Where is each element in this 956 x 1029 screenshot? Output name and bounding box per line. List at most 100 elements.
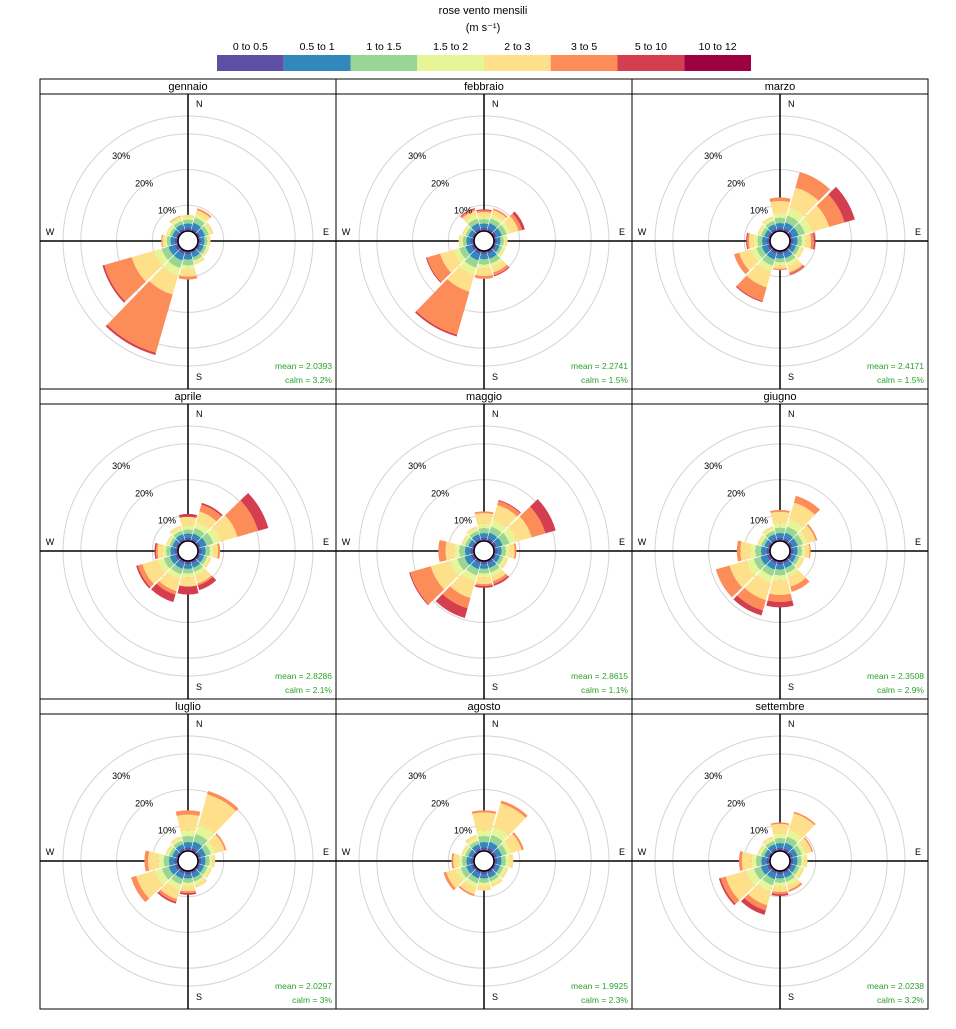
rose-segment <box>180 890 196 894</box>
rose-segment <box>775 843 785 849</box>
rose-segment <box>766 863 773 871</box>
rose-segment <box>465 227 473 237</box>
rose-segment <box>762 836 774 845</box>
rose-segment <box>796 842 806 855</box>
rose-segment <box>471 542 477 549</box>
rose-segment <box>102 265 126 303</box>
rose-segment <box>449 558 464 576</box>
rose-segment <box>497 532 510 546</box>
rose-segment <box>773 264 787 269</box>
rose-segment <box>194 566 206 576</box>
calm-circle <box>473 850 495 872</box>
rose-segment <box>194 878 208 888</box>
rose-segment <box>179 892 197 895</box>
rose-segment <box>750 543 757 559</box>
panel-title: agosto <box>467 701 500 713</box>
rose-segment <box>782 537 790 544</box>
rose-segment <box>207 527 221 544</box>
rose-segment <box>169 554 179 565</box>
rose-segment <box>770 848 778 854</box>
rose-segment <box>179 513 197 518</box>
rose-segment <box>158 853 165 869</box>
rose-segment <box>179 516 197 527</box>
panel-title: aprile <box>175 391 202 403</box>
rose-segment <box>208 855 213 867</box>
rose-segment <box>487 250 497 259</box>
rose-segment <box>170 836 182 845</box>
rose-segment <box>169 227 177 237</box>
compass-west: W <box>342 537 351 547</box>
rose-segment <box>796 867 805 879</box>
rose-segment <box>748 233 755 249</box>
rose-segment <box>767 232 773 239</box>
rose-segment <box>163 544 167 558</box>
calm-label: calm = 2.1% <box>285 685 332 695</box>
rose-segment <box>812 232 816 250</box>
legend-swatch <box>550 55 618 71</box>
rose-segment <box>801 234 806 248</box>
rose-segment <box>468 849 475 858</box>
rose-segment <box>787 863 793 870</box>
rose-segment <box>767 224 777 232</box>
rose-segment <box>757 844 765 855</box>
rose-segment <box>459 880 477 895</box>
grid-label: 30% <box>408 461 426 471</box>
rose-segment <box>182 529 194 535</box>
rose-segment <box>486 227 494 234</box>
rose-segment <box>477 212 491 218</box>
rose-segment <box>491 231 498 239</box>
rose-segment <box>786 876 798 886</box>
rose-segment <box>765 840 776 849</box>
rose-segment <box>491 827 509 842</box>
rose-segment <box>195 863 201 870</box>
legend-swatch <box>617 55 685 71</box>
rose-segment <box>466 564 479 576</box>
rose-segment <box>442 586 471 609</box>
rose-segment <box>794 556 802 567</box>
rose-segment <box>792 236 798 246</box>
rose-segment <box>775 873 785 879</box>
rose-segment <box>786 257 799 267</box>
rose-segment <box>787 208 804 222</box>
rose-segment <box>787 851 794 859</box>
rose-segment <box>766 870 777 880</box>
compass-north: N <box>196 99 203 109</box>
rose-segment <box>197 848 206 858</box>
rose-segment <box>501 841 512 855</box>
mean-label: mean = 2.8286 <box>275 671 332 681</box>
rose-segment <box>774 838 786 844</box>
grid-label: 20% <box>135 798 153 808</box>
rose-segment <box>181 214 195 219</box>
rose-segment <box>462 210 477 222</box>
rose-segment <box>744 894 768 911</box>
rose-segment <box>199 245 207 255</box>
rose-segment <box>773 833 787 839</box>
rose-segment <box>759 225 766 236</box>
rose-segment <box>197 244 204 253</box>
rose-segment <box>209 544 213 558</box>
rose-segment <box>789 848 798 858</box>
rose-segment <box>463 845 470 856</box>
rose-segment <box>769 579 791 595</box>
panel-title: giugno <box>763 391 796 403</box>
rose-segment <box>202 866 210 877</box>
rose-segment <box>788 813 815 839</box>
rose-segment <box>457 556 470 571</box>
rose-segment <box>759 845 766 856</box>
rose-segment <box>783 532 794 542</box>
rose-segment <box>787 541 794 549</box>
rose-segment <box>197 537 207 548</box>
rose-segment <box>458 234 462 248</box>
rose-segment <box>486 558 494 564</box>
rose-segment <box>761 564 775 577</box>
rose-segment <box>794 866 802 877</box>
rose-segment <box>497 246 505 256</box>
rose-segment <box>192 873 203 882</box>
rose-segment <box>487 560 497 569</box>
rose-segment <box>493 266 510 277</box>
rose-segment <box>198 794 237 835</box>
rose-segment <box>753 556 766 571</box>
rose-segment <box>459 246 471 259</box>
calm-label: calm = 2.3% <box>581 995 628 1005</box>
